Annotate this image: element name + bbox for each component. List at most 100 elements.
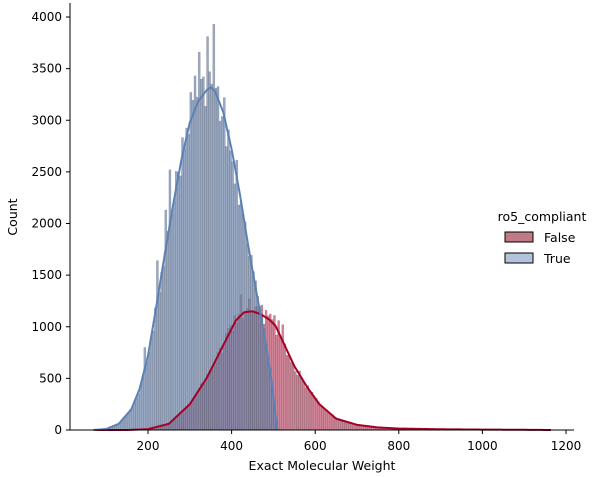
bar-true (193, 75, 197, 431)
bar-true (200, 79, 203, 431)
bar-false (312, 396, 316, 431)
bar-true (243, 221, 247, 431)
bar-true (166, 231, 170, 431)
y-tick-label: 1500 (31, 268, 62, 282)
bar-true (137, 393, 140, 431)
bar-true (177, 171, 180, 431)
bar-true (252, 271, 255, 431)
x-tick-label: 400 (220, 439, 243, 453)
bar-true (185, 127, 188, 431)
bar-true (145, 362, 149, 431)
bar-true (126, 412, 130, 431)
x-ticks: 200 400 600 800 1000 1200 (137, 430, 581, 453)
bar-false (335, 418, 339, 431)
bar-false (300, 377, 303, 431)
bar-false (306, 385, 310, 431)
bar-false (302, 381, 305, 431)
legend-swatch-false (504, 231, 534, 243)
x-tick-label: 1000 (467, 439, 498, 453)
x-tick-label: 800 (387, 439, 410, 453)
bar-true (191, 99, 195, 431)
bar-true (158, 292, 161, 431)
bar-true (160, 272, 163, 431)
y-tick-label: 3000 (31, 113, 62, 127)
bar-true (264, 343, 268, 431)
bar-false (296, 375, 299, 431)
bar-false (285, 355, 289, 431)
bar-true (223, 97, 226, 431)
bar-true (254, 280, 257, 431)
bar-true (174, 171, 178, 431)
bar-true (168, 169, 172, 431)
bar-false (283, 343, 287, 431)
bar-false (342, 421, 345, 431)
bar-false (325, 409, 328, 431)
bar-false (337, 419, 341, 431)
bar-true (206, 36, 209, 431)
bar-false (298, 370, 301, 431)
bar-true (208, 71, 211, 431)
bar-true (202, 76, 205, 431)
bar-true (156, 260, 159, 431)
bar-true (235, 159, 239, 431)
bar-true (225, 146, 228, 431)
bar-false (329, 413, 333, 431)
bar-false (277, 320, 280, 431)
bar-true (187, 133, 191, 431)
bar-true (124, 416, 128, 431)
bar-true (179, 175, 182, 431)
bar-true (172, 200, 176, 431)
y-tick-label: 0 (54, 423, 62, 437)
bar-false (317, 401, 320, 431)
bar-true (154, 307, 157, 431)
bar-false (292, 364, 295, 431)
bar-true (256, 296, 259, 431)
x-axis-label: Exact Molecular Weight (249, 458, 396, 473)
bar-true (258, 306, 262, 431)
bar-true (218, 120, 222, 431)
y-tick-label: 2000 (31, 217, 62, 231)
bar-false (321, 406, 324, 431)
y-tick-label: 3500 (31, 62, 62, 76)
legend-label-true: True (543, 251, 571, 266)
bar-true (220, 116, 224, 431)
bar-true (231, 161, 234, 431)
bar-true (266, 362, 270, 431)
bar-true (216, 86, 220, 431)
bar-false (287, 355, 291, 431)
bar-true (260, 316, 264, 431)
bar-true (227, 129, 230, 431)
bar-true (143, 347, 147, 431)
bar-true (233, 183, 236, 431)
bar-true (149, 337, 153, 431)
bar-false (348, 422, 351, 431)
bar-true (262, 328, 266, 431)
bar-true (139, 385, 142, 431)
legend-title: ro5_compliant (498, 209, 587, 224)
bar-true (241, 214, 245, 431)
bar-true (181, 137, 184, 431)
y-tick-label: 500 (39, 371, 62, 385)
bar-true (183, 148, 186, 431)
kde-line-true (93, 85, 279, 431)
bar-false (304, 387, 308, 431)
bar-false (327, 412, 331, 431)
bar-false (346, 422, 349, 431)
bar-false (294, 371, 297, 431)
bar-true (147, 351, 151, 431)
bar-true (170, 213, 174, 431)
bar-true (212, 24, 216, 431)
bar-true (131, 407, 134, 431)
y-ticks: 0 500 1000 1500 2000 2500 3000 3500 4000 (31, 10, 70, 437)
bar-true (246, 243, 249, 431)
x-tick-label: 200 (137, 439, 160, 453)
bar-false (323, 409, 326, 431)
y-tick-label: 1000 (31, 320, 62, 334)
axes (69, 3, 574, 431)
bar-false (340, 420, 343, 431)
bar-true (214, 88, 218, 431)
bar-true (210, 83, 213, 431)
bar-true (195, 96, 199, 431)
x-tick-label: 600 (304, 439, 327, 453)
